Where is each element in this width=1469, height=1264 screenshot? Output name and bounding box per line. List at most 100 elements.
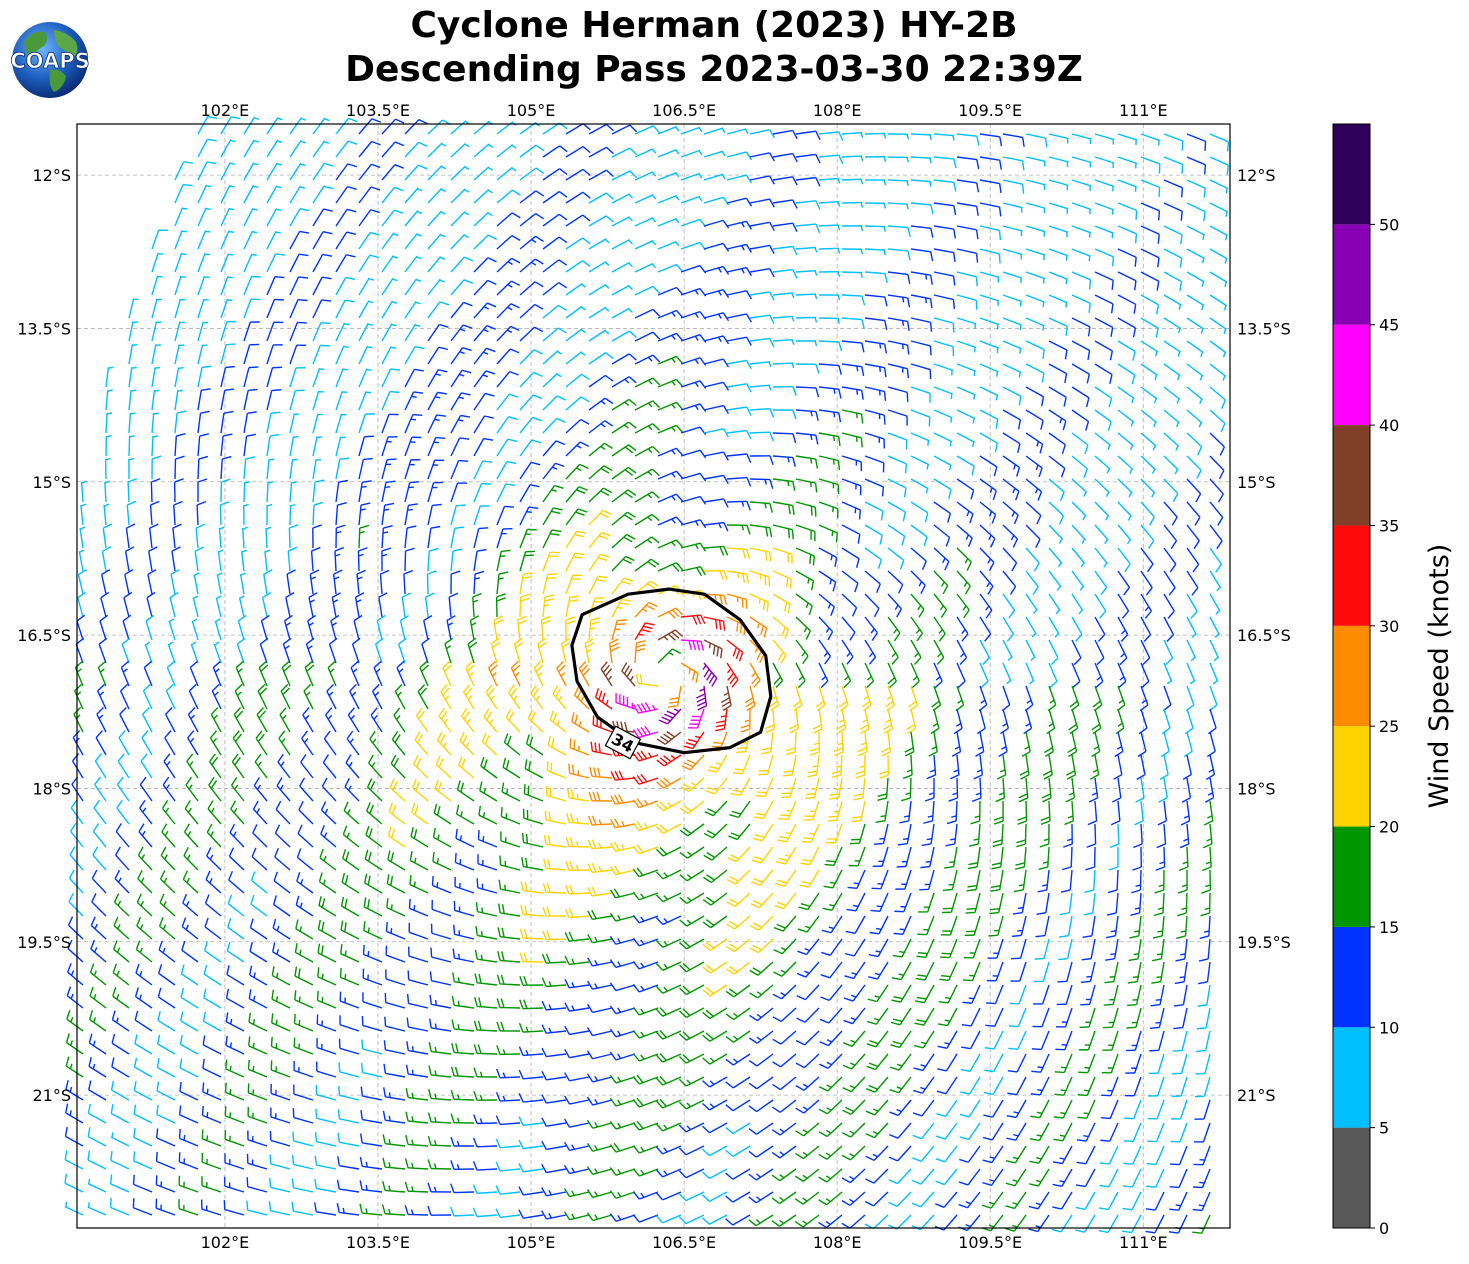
wind-barb-staff	[1048, 501, 1064, 517]
wind-barb-feather	[805, 792, 816, 796]
wind-barb-staff	[1186, 409, 1203, 424]
wind-barb-half-feather	[483, 788, 487, 794]
wind-barb	[374, 637, 384, 664]
wind-barb-staff	[1186, 639, 1197, 659]
wind-barb-feather	[769, 408, 775, 418]
wind-barb	[657, 286, 684, 296]
wind-barb-feather	[814, 507, 817, 517]
wind-barb-staff	[351, 643, 360, 664]
wind-barb	[841, 639, 854, 665]
wind-barb-feather	[533, 349, 543, 355]
wind-barb-staff	[1209, 202, 1229, 213]
wind-barb-staff	[282, 643, 291, 664]
wind-barb-feather	[763, 627, 768, 638]
wind-barb-staff	[412, 787, 429, 802]
wind-barb-feather	[596, 791, 601, 802]
wind-barb-feather	[1168, 587, 1176, 596]
wind-barb	[210, 707, 222, 733]
wind-barb-staff	[1140, 754, 1146, 775]
wind-barb-feather	[687, 738, 698, 743]
wind-barb-feather	[590, 741, 594, 752]
wind-barb-staff	[1048, 524, 1064, 541]
wind-barb-feather	[632, 729, 640, 738]
wind-barb-feather	[163, 753, 171, 762]
wind-barb-half-feather	[663, 635, 669, 641]
wind-barb-half-feather	[950, 417, 953, 423]
wind-barb	[772, 593, 791, 614]
wind-barb-feather	[773, 676, 782, 685]
wind-barb	[1092, 685, 1103, 712]
wind-barb-feather	[460, 782, 465, 793]
wind-barb	[218, 526, 225, 549]
wind-barb	[100, 568, 111, 595]
wind-barb-feather	[362, 480, 372, 483]
wind-barb-staff	[289, 344, 298, 365]
wind-barb-staff	[956, 363, 976, 372]
wind-barb-half-feather	[491, 672, 497, 677]
wind-barb	[703, 593, 727, 605]
wind-barb-staff	[864, 386, 885, 393]
wind-barb-half-feather	[1049, 699, 1055, 704]
wind-barb	[1025, 271, 1046, 284]
wind-barb-feather	[176, 432, 186, 437]
wind-barb	[237, 614, 247, 641]
wind-barb-feather	[1161, 727, 1171, 735]
wind-barb	[197, 433, 210, 457]
wind-barb	[193, 572, 200, 595]
wind-barb-feather	[930, 228, 934, 238]
wind-barb	[1048, 547, 1063, 568]
wind-barb-half-feather	[651, 171, 657, 177]
wind-barb	[347, 707, 360, 733]
wind-barb	[933, 409, 953, 423]
wind-barb-staff	[243, 321, 251, 342]
wind-barb-half-feather	[721, 151, 726, 157]
wind-barb-half-feather	[883, 179, 887, 186]
wind-barb-half-feather	[807, 578, 810, 584]
wind-barb	[726, 453, 752, 463]
wind-barb	[424, 592, 435, 618]
wind-barb	[933, 662, 943, 689]
wind-barb-feather	[765, 526, 769, 537]
wind-barb	[354, 592, 365, 618]
wind-barb-feather	[533, 660, 542, 669]
wind-barb-feather	[1180, 234, 1183, 245]
wind-barb-feather	[808, 605, 813, 616]
wind-barb	[1163, 524, 1178, 549]
wind-barb	[657, 648, 682, 664]
wind-barb-feather	[547, 573, 558, 576]
wind-barb-feather	[628, 421, 637, 429]
wind-barb-feather	[987, 585, 994, 595]
wind-barb-staff	[404, 301, 417, 319]
wind-barb-staff	[1025, 133, 1046, 139]
wind-barb-staff	[187, 737, 199, 756]
wind-barb-feather	[969, 513, 974, 524]
wind-barb-feather	[355, 592, 365, 598]
wind-barb-half-feather	[1010, 535, 1015, 541]
wind-barb-staff	[496, 438, 509, 457]
wind-barb-staff	[243, 367, 250, 388]
wind-barb-feather	[952, 275, 956, 286]
wind-barb-feather	[833, 747, 844, 753]
wind-barb-feather	[419, 687, 427, 696]
wind-barb-feather	[582, 145, 591, 154]
wind-barb-feather	[301, 730, 308, 739]
wind-barb	[749, 455, 774, 466]
wind-barb	[281, 660, 292, 687]
wind-barb-staff	[285, 597, 291, 618]
wind-barb	[657, 332, 684, 342]
wind-barb-feather	[769, 338, 775, 348]
wind-barb-staff	[979, 271, 1000, 279]
wind-barb	[1071, 593, 1084, 615]
wind-barb-feather	[731, 810, 742, 815]
wind-barb-staff	[680, 126, 701, 135]
wind-barb	[956, 616, 969, 642]
wind-barb-feather	[535, 664, 544, 673]
wind-barb-half-feather	[132, 343, 138, 346]
wind-barb-staff	[255, 737, 268, 756]
wind-barb-staff	[197, 298, 205, 319]
wind-barb-half-feather	[214, 641, 220, 646]
wind-barb-feather	[347, 163, 358, 168]
wind-barb-staff	[312, 459, 317, 480]
wind-barb-staff	[1048, 409, 1067, 422]
wind-barb-half-feather	[194, 572, 200, 576]
